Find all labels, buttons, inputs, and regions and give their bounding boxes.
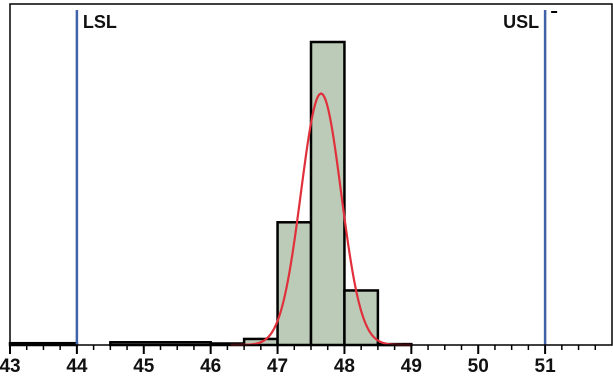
bars-layer [8,40,413,347]
x-tick-label-51: 51 [535,356,557,377]
x-tick-label-44: 44 [66,356,88,377]
normal-fit-curve [230,92,412,347]
x-tick-label-47: 47 [267,356,288,377]
histogram-bar-5 [309,40,346,347]
x-tick-label-50: 50 [468,356,489,377]
x-tick-label-49: 49 [401,356,422,377]
x-tick-label-48: 48 [334,356,355,377]
x-tick-label-46: 46 [200,356,221,377]
ticks-layer: 43 44 45 46 47 48 49 50 51 [0,345,597,377]
spec-layer: LSL USL [75,10,558,345]
x-tick-label-45: 45 [133,356,155,377]
fit-layer [230,92,412,347]
usl-label: USL [503,12,539,32]
lsl-label: LSL [83,12,117,32]
x-tick-label-43: 43 [0,356,21,377]
